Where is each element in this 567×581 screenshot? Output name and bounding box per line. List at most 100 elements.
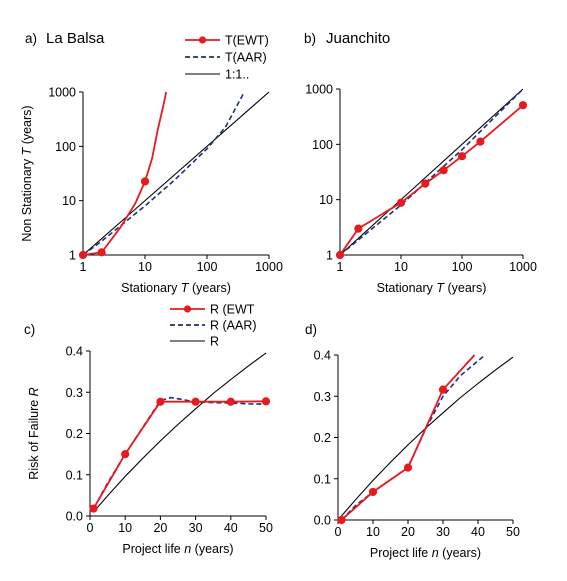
data-point-marker [457, 152, 467, 161]
data-point-marker [368, 487, 378, 497]
legend-label: R (AAR) [210, 319, 257, 333]
x-tick-label: 40 [224, 521, 238, 535]
x-tick-label: 10 [394, 260, 408, 274]
x-tick-label: 1000 [509, 260, 537, 274]
y-tick-label: 0.3 [314, 390, 331, 404]
data-point-marker [261, 397, 271, 406]
chart-panel-1: 1 10 100 1000 1 10 100 1000 Stationary T (years)… [20, 30, 283, 295]
series-line [340, 354, 476, 521]
y-tick-label: 10 [62, 194, 76, 208]
y-tick-label: 0.0 [66, 510, 83, 524]
y-tick-label: 10 [319, 193, 333, 207]
panel-label: a) [25, 31, 37, 46]
data-point-marker [156, 397, 165, 406]
x-axis-label: Project life n (years) [122, 542, 233, 556]
y-tick-label: 0.4 [314, 349, 331, 363]
x-tick-label: 20 [153, 521, 167, 535]
panel-title: Juanchito [326, 30, 390, 47]
chart-panel-3: 0 10 20 30 40 50 0.0 0.1 0.2 0.3 0.4 Project life n… [24, 303, 273, 557]
data-point-marker [140, 177, 150, 186]
series-r-ewt [92, 400, 267, 510]
y-axis-label: Non Stationary T (years) [20, 105, 34, 241]
y-tick-label: 0.3 [66, 386, 83, 400]
series-1-1- [340, 88, 524, 256]
x-tick-label: 1 [337, 260, 344, 274]
x-tick-label: 10 [138, 260, 152, 274]
series-t-ewt- [83, 91, 168, 256]
series-line [83, 91, 270, 256]
y-tick-label: 0.1 [66, 468, 83, 482]
x-tick-label: 50 [506, 525, 520, 539]
legend-label: T(EWT) [225, 34, 269, 48]
panel-label: b) [304, 31, 316, 46]
x-tick-label: 50 [259, 521, 273, 535]
x-tick-label: 0 [335, 525, 342, 539]
y-tick-label: 0.2 [314, 431, 331, 445]
data-point-marker [337, 515, 346, 525]
x-tick-label: 10 [118, 521, 132, 535]
x-tick-label: 100 [452, 260, 473, 274]
data-point-marker [439, 166, 448, 175]
series-line [340, 88, 524, 256]
data-point-marker [121, 450, 130, 459]
y-tick-label: 1000 [48, 86, 76, 100]
data-point-marker [226, 397, 235, 406]
data-point-marker [97, 248, 106, 257]
y-tick-label: 0.2 [66, 427, 83, 441]
data-point-marker [403, 463, 413, 472]
series-line [83, 91, 246, 256]
series-r-aar- [92, 396, 267, 509]
y-tick-label: 100 [312, 138, 333, 152]
legend-label: R [210, 335, 219, 349]
legend-label: T(AAR) [225, 51, 267, 65]
series-line [92, 400, 267, 510]
panel-label: c) [24, 322, 35, 337]
y-tick-label: 0.4 [66, 345, 83, 359]
x-tick-label: 1 [80, 260, 87, 274]
data-point-marker [518, 101, 528, 110]
series-line [341, 356, 514, 517]
x-tick-label: 40 [471, 525, 485, 539]
series-r [341, 356, 514, 517]
series-line [340, 88, 524, 256]
data-point-marker [421, 179, 430, 188]
data-point-marker [396, 198, 406, 207]
x-axis-label: Stationary T (years) [377, 281, 487, 295]
y-tick-label: 1 [326, 249, 333, 263]
series-1-1- [83, 91, 270, 256]
x-tick-label: 0 [87, 521, 94, 535]
series-t-aar- [340, 88, 524, 256]
series-line [92, 396, 267, 509]
legend: R (EWT R (AAR) R [170, 303, 257, 349]
x-axis-label: Stationary T (years) [121, 281, 231, 295]
legend-marker [183, 305, 192, 313]
y-tick-label: 100 [55, 140, 76, 154]
data-point-marker [78, 250, 88, 260]
legend-label: 1:1.. [225, 68, 249, 82]
series-r-aar- [340, 354, 486, 521]
x-tick-label: 20 [401, 525, 415, 539]
panel-title: La Balsa [46, 30, 105, 47]
y-tick-label: 1 [69, 249, 76, 263]
x-tick-label: 30 [189, 521, 203, 535]
panel-label: d) [305, 322, 317, 337]
series-line [93, 352, 267, 513]
x-tick-label: 10 [366, 525, 380, 539]
chart-panel-2: 1 10 100 1000 1 10 100 1000 Stationary T (years)… [304, 30, 537, 295]
y-tick-label: 0.1 [314, 472, 331, 486]
series-r [93, 352, 267, 513]
x-tick-label: 30 [436, 525, 450, 539]
data-point-marker [89, 504, 98, 513]
data-point-marker [335, 250, 345, 260]
series-t-aar- [83, 91, 246, 256]
legend-marker [198, 36, 207, 44]
series-r-ewt [340, 354, 476, 521]
x-axis-label: Project life n (years) [370, 546, 481, 560]
data-point-marker [354, 224, 363, 233]
y-tick-label: 1000 [305, 83, 333, 97]
chart-panel-4: 0 10 20 30 40 50 0.0 0.1 0.2 0.3 0.4 Project life n… [305, 322, 520, 560]
x-tick-label: 100 [197, 260, 218, 274]
series-line [340, 354, 486, 521]
data-point-marker [191, 397, 200, 406]
